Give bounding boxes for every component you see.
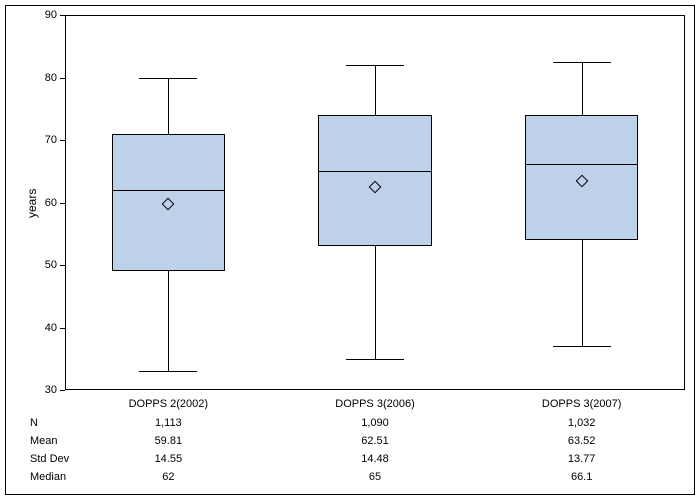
median-line (525, 164, 639, 165)
y-tick-mark (60, 203, 65, 204)
whisker-cap-low (139, 371, 197, 372)
stats-row-label: N (30, 417, 38, 429)
whisker-cap-low (553, 346, 611, 347)
stats-cell: 65 (369, 471, 381, 483)
stats-cell: 62.51 (361, 435, 389, 447)
y-tick-mark (60, 140, 65, 141)
stats-cell: 1,032 (568, 417, 596, 429)
stats-cell: 59.81 (155, 435, 183, 447)
y-tick-mark (60, 390, 65, 391)
median-line (318, 171, 432, 172)
stats-cell: 62 (162, 471, 174, 483)
stats-cell: 63.52 (568, 435, 596, 447)
y-tick-mark (60, 78, 65, 79)
stats-cell: 13.77 (568, 453, 596, 465)
whisker-cap-low (346, 359, 404, 360)
whisker-cap-high (553, 62, 611, 63)
stats-cell: 14.55 (155, 453, 183, 465)
y-tick-mark (60, 265, 65, 266)
stats-cell: 66.1 (571, 471, 592, 483)
y-tick-mark (60, 15, 65, 16)
stats-cell: 14.48 (361, 453, 389, 465)
whisker-cap-high (139, 78, 197, 79)
stats-cell: 1,113 (155, 417, 182, 429)
stats-row-label: Std Dev (30, 453, 69, 465)
category-label: DOPPS 3(2006) (335, 398, 414, 410)
median-line (112, 190, 226, 191)
stats-cell: 1,090 (361, 417, 389, 429)
whisker-cap-high (346, 65, 404, 66)
category-label: DOPPS 2(2002) (129, 398, 208, 410)
y-tick-mark (60, 328, 65, 329)
stats-row-label: Median (30, 471, 66, 483)
category-label: DOPPS 3(2007) (542, 398, 621, 410)
stats-row-label: Mean (30, 435, 58, 447)
